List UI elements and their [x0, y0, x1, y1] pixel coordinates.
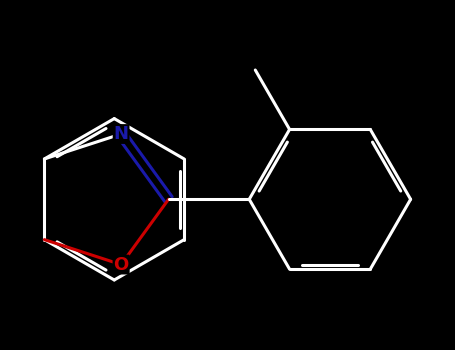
Text: O: O: [113, 256, 129, 274]
Text: N: N: [114, 125, 129, 143]
